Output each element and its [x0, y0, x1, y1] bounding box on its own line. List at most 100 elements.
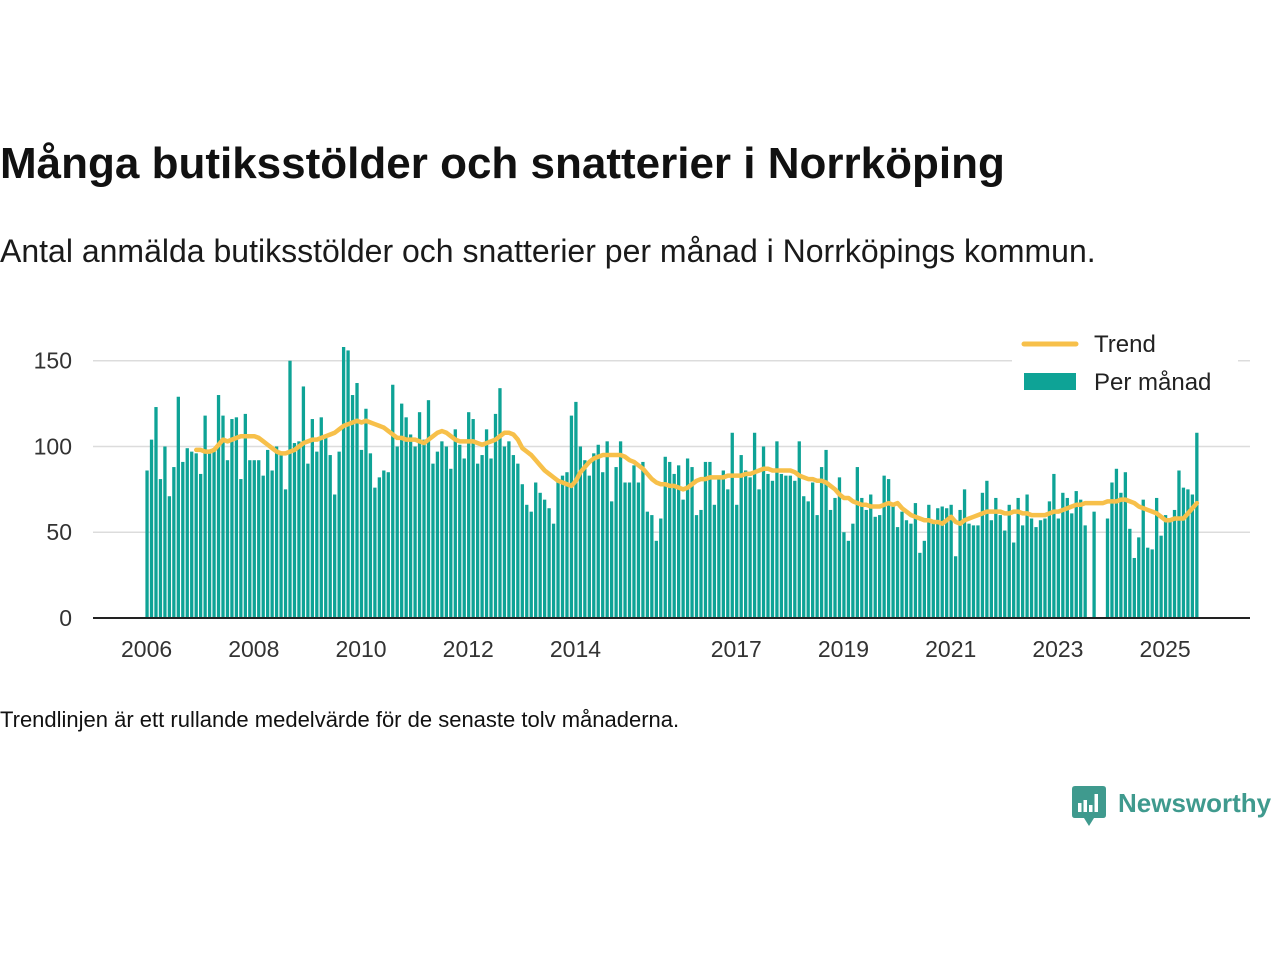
chart: 0 50 100 150 2006 2008 2010 2012 2014 2017 2019 202… [34, 326, 1250, 662]
bar [1007, 504, 1011, 618]
bar [216, 395, 221, 618]
chart-subtitle: Antal anmälda butiksstölder och snatteri… [0, 233, 1096, 269]
logo-bar [1089, 805, 1093, 812]
legend-label-trend: Trend [1094, 331, 1156, 358]
x-tick-label: 2014 [550, 636, 601, 662]
bar [431, 463, 435, 618]
bar [163, 446, 167, 618]
bar [815, 515, 819, 618]
bar [453, 429, 457, 618]
bar [283, 489, 288, 618]
bar [967, 523, 971, 618]
x-tick-label: 2010 [335, 636, 386, 662]
bar [927, 504, 931, 618]
bar [1043, 518, 1047, 618]
bar [243, 413, 247, 618]
bar [386, 472, 390, 618]
bar [350, 395, 355, 618]
bar [149, 439, 154, 618]
bar [547, 508, 551, 618]
bar [811, 482, 815, 618]
bar [690, 467, 694, 618]
y-tick-label: 100 [34, 433, 72, 459]
bar [1034, 527, 1038, 618]
bar [717, 477, 721, 618]
bar [726, 489, 730, 618]
bar [913, 503, 918, 618]
x-tick-label: 2006 [121, 636, 172, 662]
bar [869, 494, 873, 618]
legend: Trend Per månad [1012, 326, 1238, 402]
bar [918, 552, 922, 618]
bar [1025, 494, 1029, 618]
bar [181, 461, 185, 618]
newsworthy-logo[interactable]: Newsworthy [1118, 788, 1272, 818]
y-tick-label: 50 [46, 519, 72, 545]
bar [408, 434, 413, 618]
bar [400, 403, 404, 618]
bar [1105, 518, 1110, 618]
bar [1083, 525, 1087, 618]
bar [936, 508, 940, 618]
bar [945, 508, 949, 618]
bar [784, 475, 788, 618]
bar [744, 470, 748, 618]
bar [980, 492, 985, 618]
bar [958, 509, 962, 618]
bar [1137, 537, 1141, 618]
axes: 0 50 100 150 2006 2008 2010 2012 2014 2017 2019 202… [34, 348, 1250, 662]
bar [645, 511, 650, 618]
bar [1168, 520, 1172, 618]
bar [748, 477, 752, 618]
bar [239, 479, 243, 618]
bar [730, 432, 734, 618]
bar [1181, 487, 1186, 618]
bar [699, 509, 703, 618]
bar [207, 451, 212, 618]
bar [266, 449, 270, 618]
bar [328, 455, 332, 618]
bar [158, 479, 163, 618]
bar [538, 492, 542, 618]
logo-bar [1094, 794, 1098, 812]
legend-label-per-manad: Per månad [1094, 369, 1211, 396]
bar [775, 441, 779, 618]
bar [493, 413, 498, 618]
bar [677, 465, 681, 618]
bar [525, 504, 529, 618]
bar [1195, 432, 1199, 618]
bar [534, 482, 538, 618]
bar [761, 446, 766, 618]
bar [672, 473, 676, 618]
bar [1020, 525, 1025, 618]
bar [641, 461, 645, 618]
bar [860, 497, 864, 618]
bar [417, 412, 422, 618]
bar [212, 448, 216, 618]
bar [1154, 497, 1159, 618]
bar [252, 460, 256, 618]
bar [650, 515, 654, 618]
bar [922, 540, 926, 618]
bar [1141, 499, 1145, 618]
bar [484, 429, 489, 618]
bar [364, 408, 368, 618]
bar [413, 446, 417, 618]
bar [614, 467, 618, 618]
bar [703, 461, 708, 618]
bar [556, 480, 560, 618]
bar [802, 496, 806, 618]
bar [1029, 518, 1034, 618]
bar [1038, 520, 1043, 618]
bar [1016, 497, 1020, 618]
legend-item-trend[interactable]: Trend [1021, 331, 1156, 358]
bar [878, 515, 882, 618]
bar [1114, 468, 1119, 618]
bar [1159, 535, 1163, 618]
legend-item-per-manad[interactable]: Per månad [1024, 369, 1211, 396]
bar [404, 417, 408, 618]
bar [1186, 489, 1190, 618]
bar [806, 501, 810, 618]
bar [1079, 499, 1083, 618]
bar [623, 482, 627, 618]
